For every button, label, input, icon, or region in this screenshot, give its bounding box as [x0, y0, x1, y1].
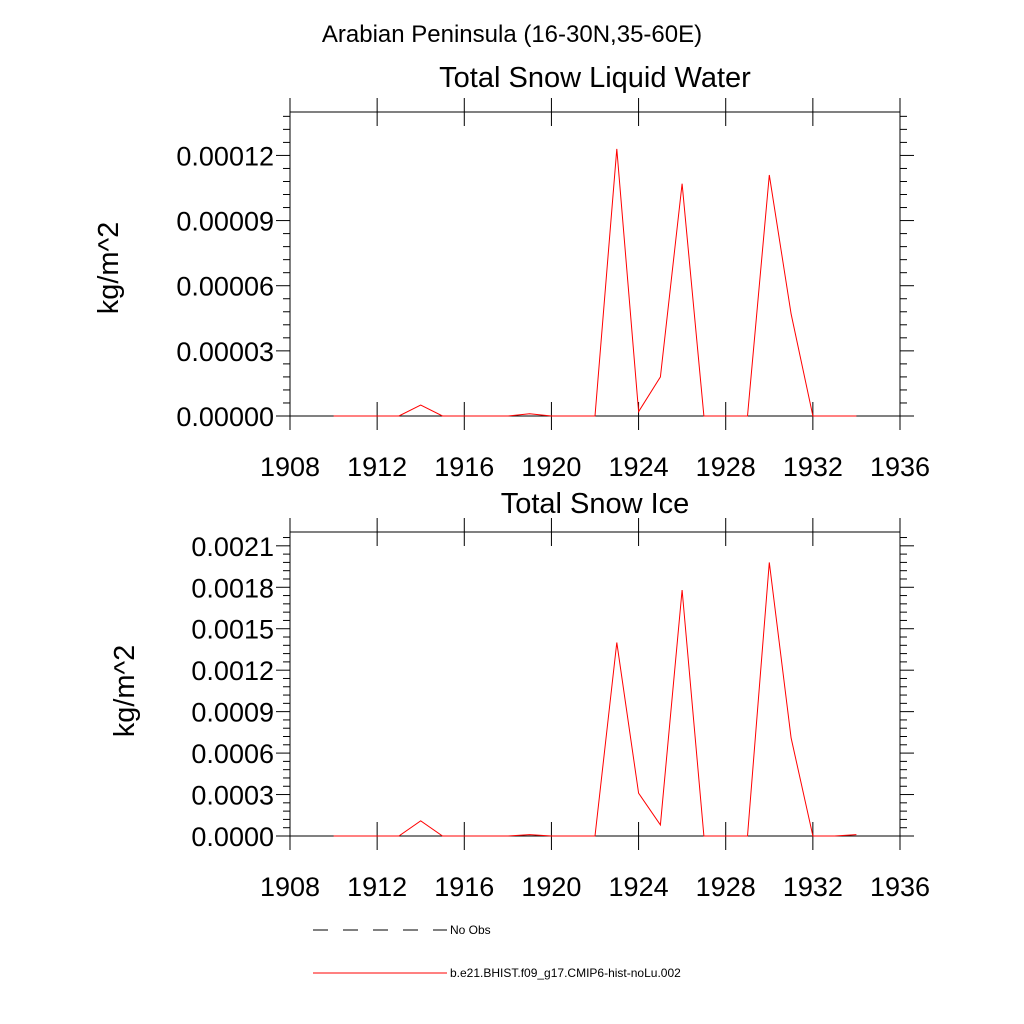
x-tick-label: 1908: [260, 452, 320, 482]
x-tick-label: 1936: [870, 452, 930, 482]
y-tick-label: 0.00012: [176, 141, 274, 171]
y-axis-label: kg/m^2: [109, 645, 141, 738]
series-line-snow-ice: [333, 562, 857, 837]
y-tick-label: 0.0000: [191, 822, 274, 852]
x-tick-label: 1928: [696, 452, 756, 482]
x-tick-label: 1936: [870, 872, 930, 902]
legend-label-no-obs: No Obs: [450, 923, 491, 937]
y-tick-label: 0.0021: [191, 532, 274, 562]
x-tick-label: 1912: [347, 872, 407, 902]
y-tick-label: 0.0006: [191, 739, 274, 769]
y-tick-label: 0.0012: [191, 656, 274, 686]
plot-frame: [289, 531, 901, 837]
x-tick-label: 1920: [521, 452, 581, 482]
series-line-snow-liquid-water: [333, 148, 857, 417]
x-tick-label: 1912: [347, 452, 407, 482]
plot-frame: [289, 111, 901, 417]
chart-title: Total Snow Liquid Water: [439, 62, 751, 94]
legend-label-model: b.e21.BHIST.f09_g17.CMIP6-hist-noLu.002: [450, 966, 681, 980]
y-axis-label: kg/m^2: [93, 222, 125, 315]
y-tick-label: 0.00006: [176, 272, 274, 302]
y-tick-label: 0.0003: [191, 781, 274, 811]
y-tick-label: 0.0009: [191, 698, 274, 728]
x-tick-label: 1916: [434, 872, 494, 902]
x-tick-label: 1924: [609, 452, 669, 482]
x-tick-label: 1908: [260, 872, 320, 902]
x-tick-label: 1928: [696, 872, 756, 902]
plot-snow-liquid-water: Total Snow Liquid Water kg/m^2 1908 1912 191…: [93, 62, 930, 482]
y-tick-label: 0.0015: [191, 615, 274, 645]
x-tick-label: 1932: [783, 452, 843, 482]
x-tick-label: 1932: [783, 872, 843, 902]
x-tick-label: 1916: [434, 452, 494, 482]
plot-snow-ice: Total Snow Ice kg/m^2 1908 1912 1916 1920 1924…: [109, 488, 930, 902]
chart-title: Total Snow Ice: [501, 488, 690, 520]
y-tick-label: 0.00000: [176, 402, 274, 432]
y-tick-label: 0.00003: [176, 337, 274, 367]
figure-suptitle: Arabian Peninsula (16-30N,35-60E): [322, 21, 702, 48]
x-tick-label: 1920: [521, 872, 581, 902]
y-tick-label: 0.0018: [191, 573, 274, 603]
x-tick-label: 1924: [609, 872, 669, 902]
legend: No Obs b.e21.BHIST.f09_g17.CMIP6-hist-no…: [313, 923, 681, 980]
y-tick-label: 0.00009: [176, 207, 274, 237]
